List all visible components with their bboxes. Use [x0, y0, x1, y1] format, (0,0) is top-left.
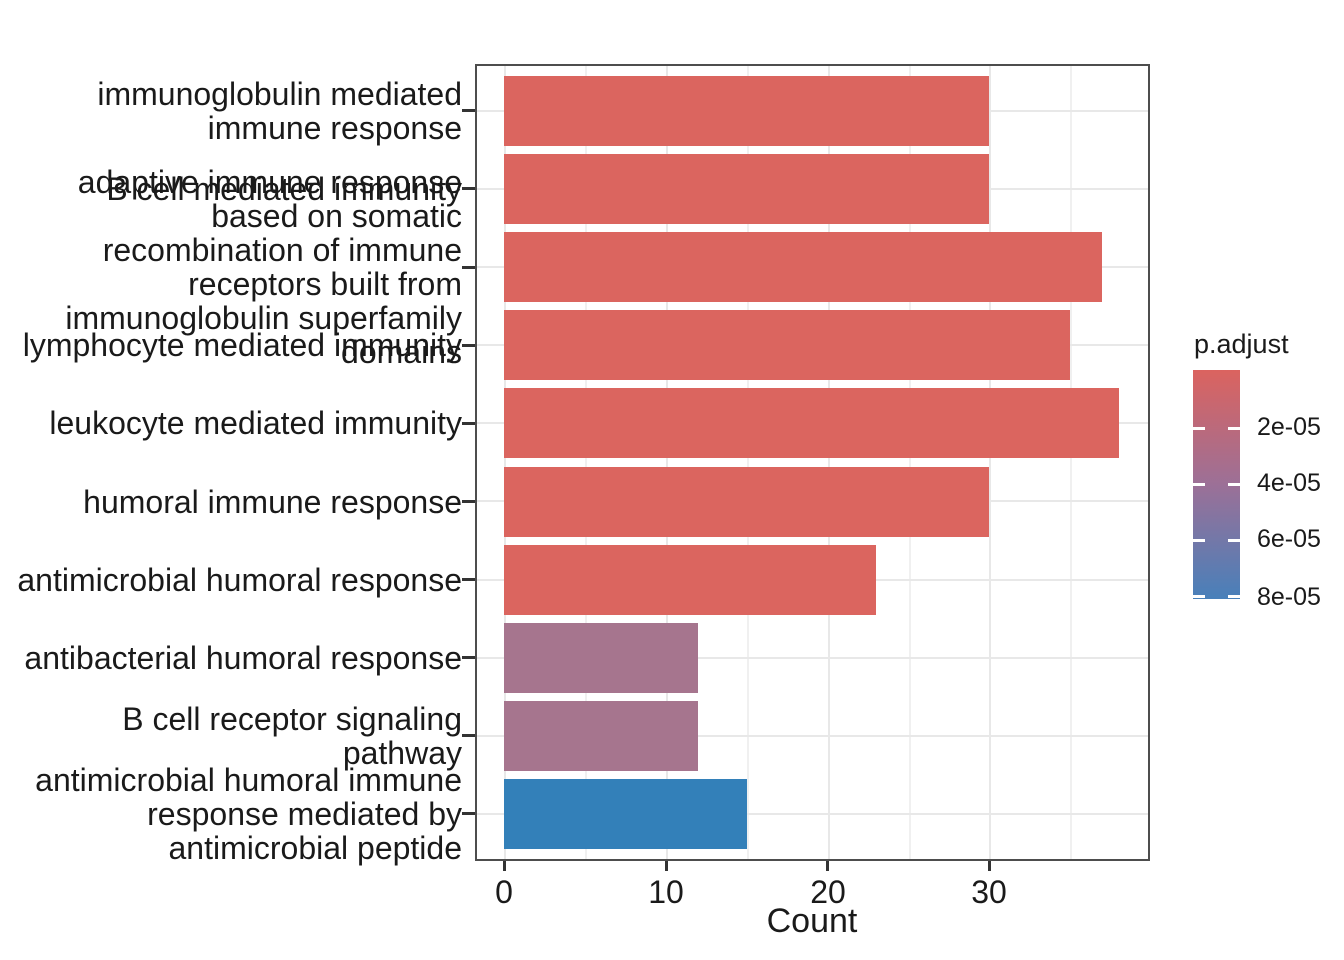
colorbar-label: 4e-05: [1257, 469, 1321, 497]
y-axis-label: lymphocyte mediated immunity: [22, 327, 462, 363]
legend-title: p.adjust: [1194, 329, 1289, 359]
bar-antibacterial-humoral-response: [504, 623, 698, 693]
y-axis-tick: [462, 266, 475, 269]
bar-b-cell-mediated-immunity: [504, 154, 990, 224]
bar-b-cell-receptor-signaling-pathway: [504, 701, 698, 771]
y-axis-tick: [462, 422, 475, 425]
gridline-x-minor: [909, 64, 911, 861]
y-axis-tick: [462, 187, 475, 190]
y-axis-tick: [462, 734, 475, 737]
bar-immunoglobulin-mediated-immune-response: [504, 76, 990, 146]
y-axis-label: leukocyte mediated immunity: [49, 405, 462, 441]
x-axis-tick: [988, 861, 991, 871]
colorbar-tick: [1193, 483, 1205, 486]
y-axis-tick: [462, 109, 475, 112]
y-axis-label: immunoglobulin mediated immune response: [97, 76, 462, 146]
colorbar-tick: [1228, 427, 1240, 430]
colorbar-tick: [1228, 539, 1240, 542]
colorbar-label: 2e-05: [1257, 413, 1321, 441]
y-axis-label: B cell receptor signaling pathway: [122, 701, 462, 771]
gridline-x-major: [666, 64, 668, 861]
colorbar-tick: [1193, 595, 1205, 598]
gridline-y: [475, 735, 1150, 737]
x-tick-label: 0: [495, 874, 513, 910]
y-axis-label: antibacterial humoral response: [24, 640, 462, 676]
gridline-x-major: [989, 64, 991, 861]
gridline-x-minor: [1070, 64, 1072, 861]
y-axis-label: adaptive immune response based on somati…: [65, 164, 462, 370]
x-axis-tick: [503, 861, 506, 871]
gridline-y: [475, 813, 1150, 815]
y-axis-label: antimicrobial humoral immune response me…: [35, 762, 462, 866]
gridline-y: [475, 657, 1150, 659]
y-axis-tick: [462, 500, 475, 503]
gridline-x-minor: [747, 64, 749, 861]
x-axis-tick: [665, 861, 668, 871]
bar-antimicrobial-humoral-immune-response-peptide: [504, 779, 747, 849]
colorbar-tick: [1193, 427, 1205, 430]
colorbar: [1193, 370, 1240, 599]
y-axis-label: antimicrobial humoral response: [17, 562, 462, 598]
x-tick-label: 10: [648, 874, 684, 910]
bar-humoral-immune-response: [504, 467, 990, 537]
bar-lymphocyte-mediated-immunity: [504, 310, 1070, 380]
y-axis-label: humoral immune response: [83, 484, 462, 520]
gridline-x-minor: [585, 64, 587, 861]
bar-antimicrobial-humoral-response: [504, 545, 876, 615]
y-axis-tick: [462, 656, 475, 659]
colorbar-tick: [1193, 539, 1205, 542]
colorbar-tick: [1228, 483, 1240, 486]
colorbar-label: 6e-05: [1257, 525, 1321, 553]
gridline-x-major: [828, 64, 830, 861]
bar-adaptive-immune-response-somatic-recombination: [504, 232, 1103, 302]
y-axis-tick: [462, 812, 475, 815]
x-tick-label: 30: [971, 874, 1007, 910]
gridline-x-major: [504, 64, 506, 861]
y-axis-tick: [462, 344, 475, 347]
plot-panel: [475, 64, 1150, 861]
x-axis-title: Count: [766, 902, 858, 940]
x-axis-tick: [826, 861, 829, 871]
y-axis-label: B cell mediated immunity: [106, 171, 462, 207]
colorbar-label: 8e-05: [1257, 583, 1321, 611]
y-axis-tick: [462, 578, 475, 581]
colorbar-tick: [1228, 595, 1240, 598]
bar-leukocyte-mediated-immunity: [504, 388, 1119, 458]
x-tick-label: 20: [810, 874, 846, 910]
